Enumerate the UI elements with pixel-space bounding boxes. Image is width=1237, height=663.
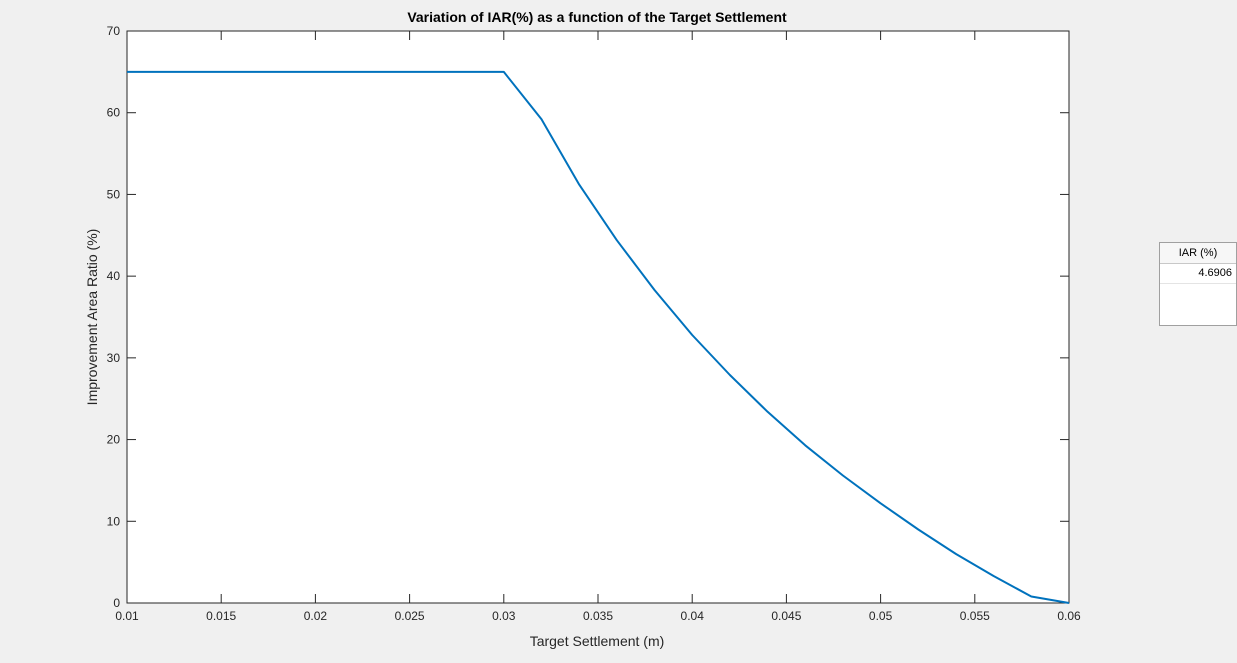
x-tick-label: 0.045	[771, 609, 801, 623]
x-tick-label: 0.06	[1057, 609, 1081, 623]
y-tick-label: 10	[107, 514, 121, 528]
y-tick-label: 0	[113, 596, 120, 610]
y-tick-label: 40	[107, 269, 121, 283]
x-tick-label: 0.015	[206, 609, 236, 623]
x-tick-label: 0.055	[960, 609, 990, 623]
result-table-header: IAR (%)	[1160, 243, 1236, 264]
x-tick-label: 0.02	[304, 609, 328, 623]
x-tick-label: 0.05	[869, 609, 893, 623]
result-table-cell[interactable]: 4.6906	[1160, 264, 1236, 284]
x-tick-label: 0.04	[681, 609, 705, 623]
plot-area	[126, 30, 1070, 604]
x-tick-label: 0.025	[395, 609, 425, 623]
y-tick-label: 20	[107, 433, 121, 447]
y-tick-label: 70	[107, 24, 121, 38]
y-tick-label: 60	[107, 106, 121, 120]
chart-title: Variation of IAR(%) as a function of the…	[407, 9, 787, 25]
series-line	[127, 70, 1070, 604]
x-tick-label: 0.035	[583, 609, 613, 623]
x-tick-label: 0.03	[492, 609, 516, 623]
y-tick-label: 30	[107, 351, 121, 365]
series-layer	[127, 70, 1070, 604]
x-tick-label: 0.01	[115, 609, 139, 623]
y-axis-label: Improvement Area Ratio (%)	[84, 229, 100, 406]
x-axis-label: Target Settlement (m)	[530, 633, 665, 649]
y-tick-label: 50	[107, 187, 121, 201]
axis-ticks: 0.01 0.015 0.02 0.025 0.03 0.035 0.04 0.045 0.05…	[107, 24, 1081, 623]
result-table[interactable]: IAR (%) 4.6906	[1159, 242, 1237, 326]
